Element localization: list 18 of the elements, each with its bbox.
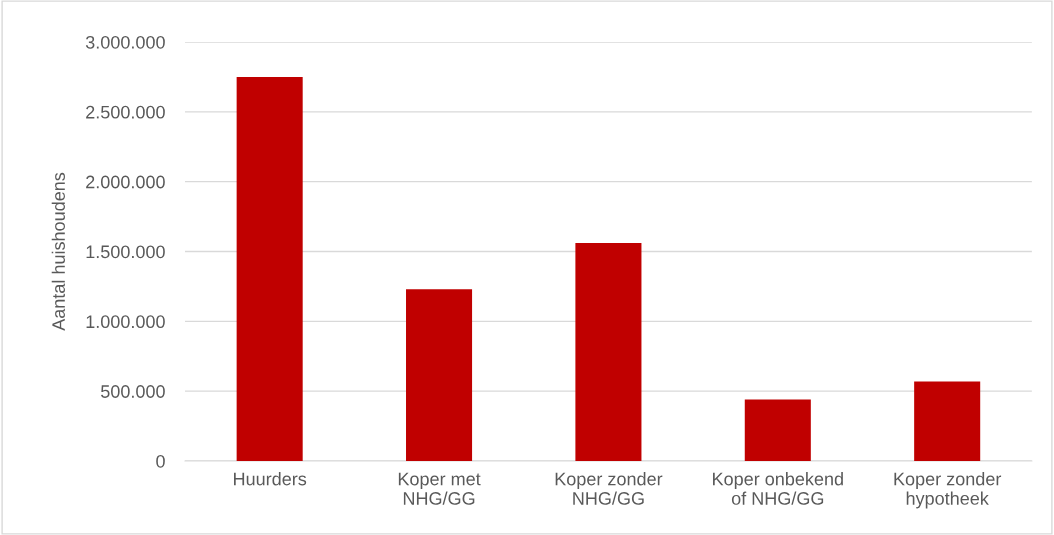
bar: [406, 289, 473, 462]
y-axis-title: Aantal huishoudens: [51, 172, 65, 331]
y-tick-label: 2.000.000: [86, 175, 165, 189]
y-tick-label: 3.000.000: [85, 35, 165, 49]
x-tick-label: Koper met NHG/GG: [398, 472, 481, 505]
y-tick-label: 1.000.000: [86, 315, 165, 329]
y-tick-label: 1.500.000: [86, 245, 165, 259]
bar: [914, 381, 981, 462]
x-tick-label: Koper onbekend of NHG/GG: [713, 472, 843, 505]
x-tick-label: Koper zonder NHG/GG: [555, 472, 663, 505]
x-tick-label: Huurders: [234, 472, 307, 486]
y-tick-label: 500.000: [101, 385, 165, 398]
y-tick-label: 0: [156, 454, 165, 468]
bar: [575, 243, 642, 462]
bar: [744, 399, 811, 462]
y-tick-label: 2.500.000: [86, 105, 165, 119]
bar: [236, 76, 303, 462]
x-tick-label: Koper zonder hypotheek: [894, 472, 1002, 509]
